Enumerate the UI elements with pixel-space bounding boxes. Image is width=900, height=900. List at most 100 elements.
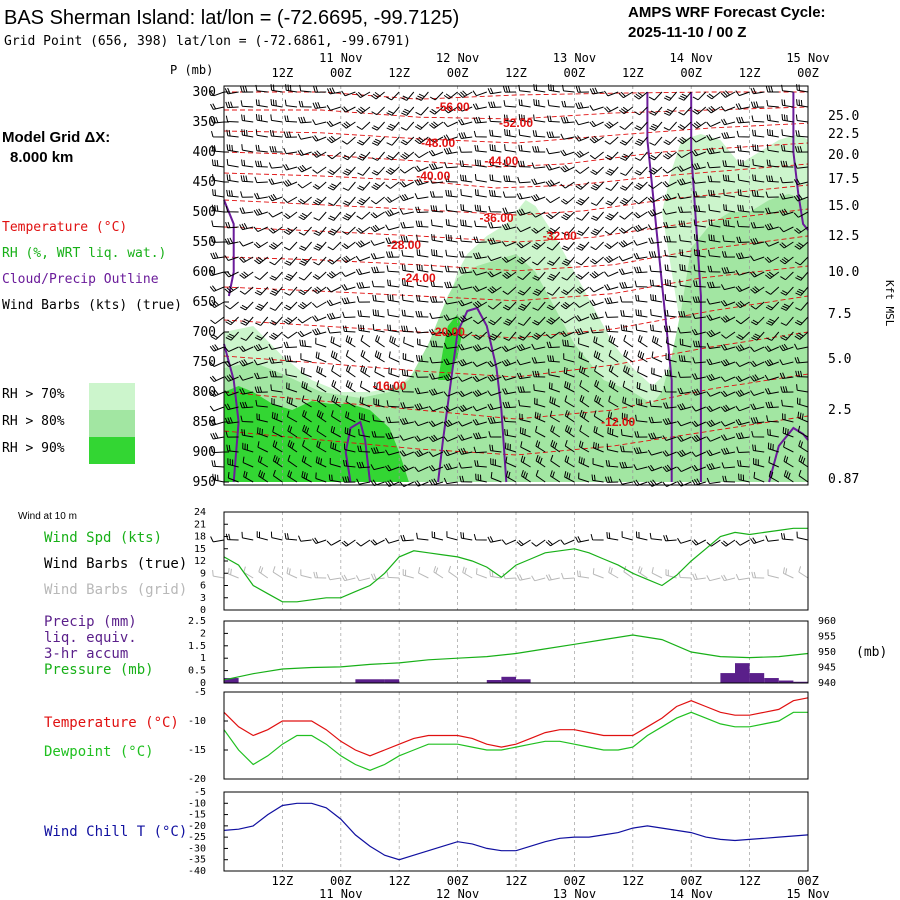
wind-barb (720, 90, 736, 98)
wind-barb (590, 196, 604, 206)
wind-barb (399, 481, 415, 488)
wind-barb (721, 132, 736, 139)
wind-barb (503, 415, 517, 423)
wind-barb (341, 271, 356, 277)
top-date-label: 15 Nov (786, 51, 829, 65)
y-tick-label: 6 (200, 581, 206, 592)
wind-barb (268, 178, 283, 185)
wind-barb (534, 397, 546, 408)
wind-barb (428, 465, 444, 472)
wind-barb (592, 441, 604, 453)
wind-barb (326, 135, 342, 144)
wind-barb (752, 159, 765, 168)
wind-barb (608, 395, 619, 408)
wind-barb (209, 361, 225, 367)
wind-barb (706, 342, 721, 349)
wind-barb (474, 220, 487, 228)
wind-barb (664, 294, 677, 303)
wind-barb (487, 87, 502, 95)
wind-barb (678, 106, 692, 116)
surface-wind-barb-true (621, 531, 633, 541)
wind-barb (297, 149, 312, 156)
wind-barb (428, 162, 444, 171)
surface-wind-barb-grid (561, 572, 575, 580)
wind-barb (765, 301, 780, 311)
wind-barb (721, 146, 736, 153)
cloud-outline (437, 306, 508, 483)
profile-legend-entry: Temperature (°C) (2, 220, 127, 235)
wind-barb (312, 315, 327, 322)
wind-barb (488, 101, 502, 108)
wind-barb (764, 359, 779, 367)
wind-barb (589, 151, 604, 160)
wind-barb (241, 129, 254, 138)
wind-barb (663, 136, 677, 146)
wind-barb (242, 456, 254, 468)
wind-barb (312, 271, 327, 280)
wind-barb (445, 189, 458, 198)
cloud-outline (768, 426, 809, 483)
wind-barb (663, 121, 677, 131)
wind-barb (399, 417, 414, 425)
height-tick-label: 25.0 (828, 109, 859, 124)
wind-barb (535, 425, 546, 438)
wind-barb (327, 166, 342, 176)
wind-barb (793, 178, 809, 186)
y-tick-label: 2 (200, 628, 206, 639)
wind-barb (633, 224, 648, 233)
wind-barb (677, 371, 692, 378)
wind-barb (342, 151, 356, 161)
bottom-date-label: 14 Nov (670, 887, 713, 900)
wind-barb (400, 385, 414, 393)
wind-barb (430, 340, 444, 348)
wind-barb (766, 100, 779, 108)
wind-barb (224, 87, 239, 95)
surface-wind-barb-true (446, 531, 458, 541)
wind-barb (618, 268, 633, 275)
wind-barb (242, 442, 254, 453)
wind-barb (793, 194, 809, 202)
wind-barb (546, 256, 561, 266)
wind-barb (604, 241, 619, 250)
y-tick-label: -5 (194, 687, 206, 698)
wind-barb (416, 354, 429, 363)
wind-barb (327, 181, 342, 191)
wind-barb (458, 106, 473, 112)
wind-barb (283, 147, 298, 155)
wind-barb (286, 382, 298, 393)
wind-barb (356, 296, 371, 303)
surface-wind-barb-grid (433, 566, 444, 579)
profile-panel: -56.00 -52.00 -48.00 -44.00 -40.00 -36.00 -32.… (2, 63, 896, 490)
wind-barb (637, 366, 648, 378)
wind-barb (428, 388, 444, 396)
wind-barb (590, 181, 604, 191)
wind-barb (678, 310, 692, 318)
wind-barb (330, 336, 342, 348)
wind-barb (445, 204, 458, 213)
wind-barb (210, 252, 225, 260)
wind-barb (225, 316, 239, 326)
wind-barb (386, 251, 400, 258)
precip-bar (355, 679, 370, 683)
wind-barb (722, 475, 736, 483)
wind-barb (487, 390, 502, 396)
surface-wind-barb-true (735, 539, 750, 546)
y-tick-label: 2.5 (188, 616, 206, 627)
wind-barb (458, 118, 473, 126)
wind-barb (415, 106, 429, 116)
wind-barb (562, 339, 575, 348)
wind-barb (532, 316, 546, 326)
surface-wind-barb-true (460, 532, 473, 541)
wind-barb (735, 316, 750, 325)
wind-barb (546, 148, 560, 155)
wind-barb (301, 455, 312, 468)
wind-barb (312, 166, 327, 174)
wind-barb (605, 196, 619, 206)
wind-barb (312, 181, 327, 190)
wind-barb (370, 252, 385, 260)
wind-barb (287, 439, 298, 453)
wind-barb (401, 294, 414, 303)
wind-barb (504, 428, 517, 438)
wind-barb (283, 211, 298, 219)
